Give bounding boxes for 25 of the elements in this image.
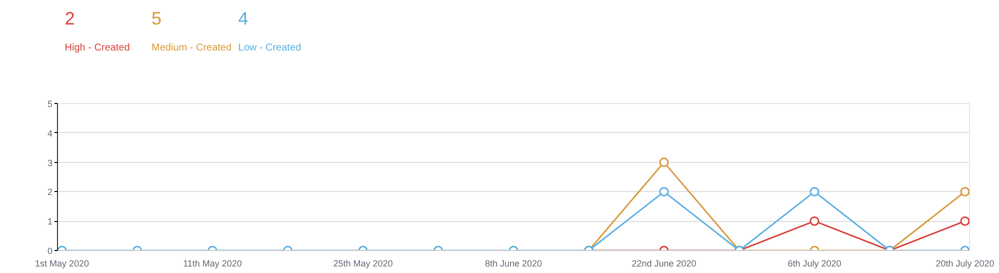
y-tick-label: 5 [47,99,53,109]
text: Medium - Created [152,42,232,54]
x-tick-label: 11th May 2020 [183,258,242,268]
y-tick-label: 4 [47,128,53,138]
y-tick-label: 1 [47,216,53,227]
x-tick-label: 22nd June 2020 [632,258,696,268]
text: Low - Created [238,42,302,54]
text: High - Created [64,42,130,54]
x-tick-label: 8th June 2020 [484,258,542,268]
y-tick-label: 3 [47,158,53,168]
text: 4 [238,8,248,28]
x-tick-label: 20th July 2020 [936,258,994,268]
y-tick-label: 2 [47,187,53,198]
x-tick-label: 1st May 2020 [35,258,90,268]
point [659,186,669,196]
x-tick-label: 6th July 2020 [788,258,842,268]
point [960,186,970,196]
point [960,216,970,226]
point [659,158,669,168]
y-tick-label: 0 [47,246,53,256]
text: 2 [64,8,75,28]
text: 5 [152,8,162,28]
point [810,186,820,196]
point [810,216,820,226]
x-tick-label: 25th May 2020 [333,258,393,268]
